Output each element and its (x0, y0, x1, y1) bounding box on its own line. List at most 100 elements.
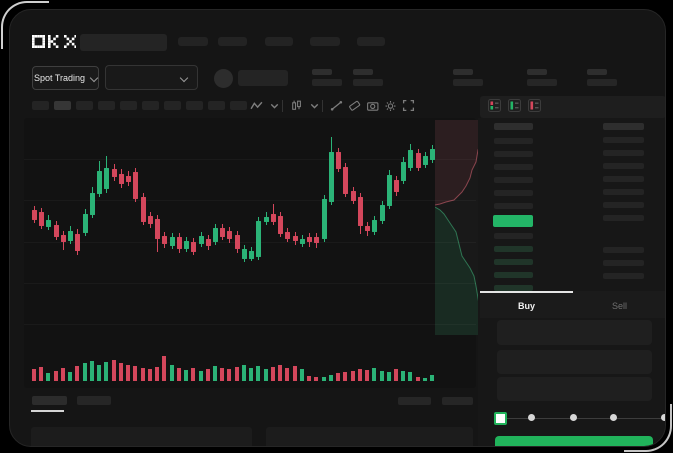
bottom-action[interactable] (442, 397, 473, 405)
timeframe-button[interactable] (164, 101, 181, 110)
bid-amount-row[interactable] (603, 260, 644, 266)
last-price-badge (493, 215, 533, 227)
ask-amount-row[interactable] (603, 137, 644, 143)
candle-body (90, 193, 95, 215)
trend-line-icon[interactable] (330, 99, 343, 112)
candle-body (264, 217, 269, 222)
timeframe-button[interactable] (230, 101, 247, 110)
candle-body (278, 216, 283, 234)
bid-price-row[interactable] (494, 285, 533, 291)
tab-buy[interactable]: Buy (480, 291, 573, 318)
volume-bar (162, 356, 166, 381)
camera-icon[interactable] (366, 99, 379, 112)
volume-bar (249, 368, 253, 381)
settings-icon[interactable] (384, 99, 397, 112)
volume-bar (401, 371, 405, 381)
bid-price-row[interactable] (494, 246, 533, 252)
chevron-down-icon[interactable] (308, 99, 321, 112)
candle-body (220, 228, 225, 237)
tab-sell[interactable]: Sell (573, 291, 665, 318)
bottom-panel (266, 427, 473, 446)
volume-bar (104, 362, 108, 381)
candle-body (329, 152, 334, 202)
candle-body (322, 199, 327, 239)
stat-label-placeholder (527, 69, 547, 75)
timeframe-button[interactable] (142, 101, 159, 110)
fullscreen-icon[interactable] (402, 99, 415, 112)
line-style-icon[interactable] (250, 99, 263, 112)
candle-body (300, 239, 305, 244)
volume-bar (358, 369, 362, 381)
bid-price-row[interactable] (494, 259, 533, 265)
slider-stop[interactable] (570, 414, 577, 421)
candle-body (199, 236, 204, 244)
volume-bar (430, 375, 434, 381)
timeframe-button[interactable] (76, 101, 93, 110)
candle-body (387, 175, 392, 206)
ask-amount-row[interactable] (603, 176, 644, 182)
candle-body (293, 236, 298, 241)
slider-stop[interactable] (528, 414, 535, 421)
search-input[interactable] (80, 34, 167, 51)
buy-submit-button[interactable] (495, 436, 653, 446)
pair-avatar[interactable] (214, 69, 233, 88)
indicator-icon[interactable] (290, 99, 303, 112)
slider-stop[interactable] (661, 414, 665, 421)
volume-bar (54, 371, 58, 381)
ask-price-row[interactable] (494, 177, 533, 183)
market-type-dropdown[interactable]: Spot Trading (32, 66, 99, 90)
candle-body (126, 176, 131, 182)
timeframe-button[interactable] (32, 101, 49, 110)
bid-amount-row[interactable] (603, 247, 644, 253)
nav-item[interactable] (265, 37, 293, 46)
measure-icon[interactable] (348, 99, 361, 112)
bottom-tab[interactable] (32, 396, 67, 405)
nav-item[interactable] (218, 37, 247, 46)
order-form-field[interactable] (497, 377, 652, 401)
timeframe-button[interactable] (208, 101, 225, 110)
ask-amount-row[interactable] (603, 150, 644, 156)
bid-price-row[interactable] (494, 233, 533, 239)
order-book-header-left (494, 123, 533, 130)
ask-amount-row[interactable] (603, 163, 644, 169)
book-bids-icon[interactable] (508, 99, 521, 112)
bottom-tab[interactable] (77, 396, 111, 405)
ask-price-row[interactable] (494, 190, 533, 196)
stat-value-placeholder (353, 79, 383, 86)
slider-stop[interactable] (610, 414, 617, 421)
order-form-field[interactable] (497, 320, 652, 345)
volume-bar (351, 371, 355, 381)
book-asks-icon[interactable] (528, 99, 541, 112)
sell-tab-label: Sell (611, 300, 627, 311)
book-split-icon[interactable] (488, 99, 501, 112)
pair-selector-dropdown[interactable] (105, 65, 198, 90)
bid-price-row[interactable] (494, 272, 533, 278)
timeframe-button[interactable] (54, 101, 71, 110)
nav-item[interactable] (357, 37, 385, 46)
volume-bar (133, 366, 137, 381)
timeframe-button[interactable] (186, 101, 203, 110)
gridline (24, 283, 476, 284)
volume-bar (271, 367, 275, 381)
timeframe-button[interactable] (98, 101, 115, 110)
ask-price-row[interactable] (494, 164, 533, 170)
chevron-down-icon[interactable] (268, 99, 281, 112)
nav-item[interactable] (310, 37, 340, 46)
ask-amount-row[interactable] (603, 189, 644, 195)
ask-price-row[interactable] (494, 138, 533, 144)
bottom-action[interactable] (398, 397, 431, 405)
volume-bar (365, 370, 369, 381)
ask-amount-row[interactable] (603, 215, 644, 221)
bid-amount-row[interactable] (603, 273, 644, 279)
ask-price-row[interactable] (494, 151, 533, 157)
candle-body (314, 237, 319, 243)
slider-handle[interactable] (494, 412, 507, 425)
volume-bar (75, 366, 79, 381)
nav-item[interactable] (178, 37, 208, 46)
bottom-panel (31, 427, 252, 446)
ask-price-row[interactable] (494, 203, 533, 209)
ask-amount-row[interactable] (603, 202, 644, 208)
slider-track[interactable] (500, 418, 665, 419)
timeframe-button[interactable] (120, 101, 137, 110)
order-form-field[interactable] (497, 350, 652, 374)
